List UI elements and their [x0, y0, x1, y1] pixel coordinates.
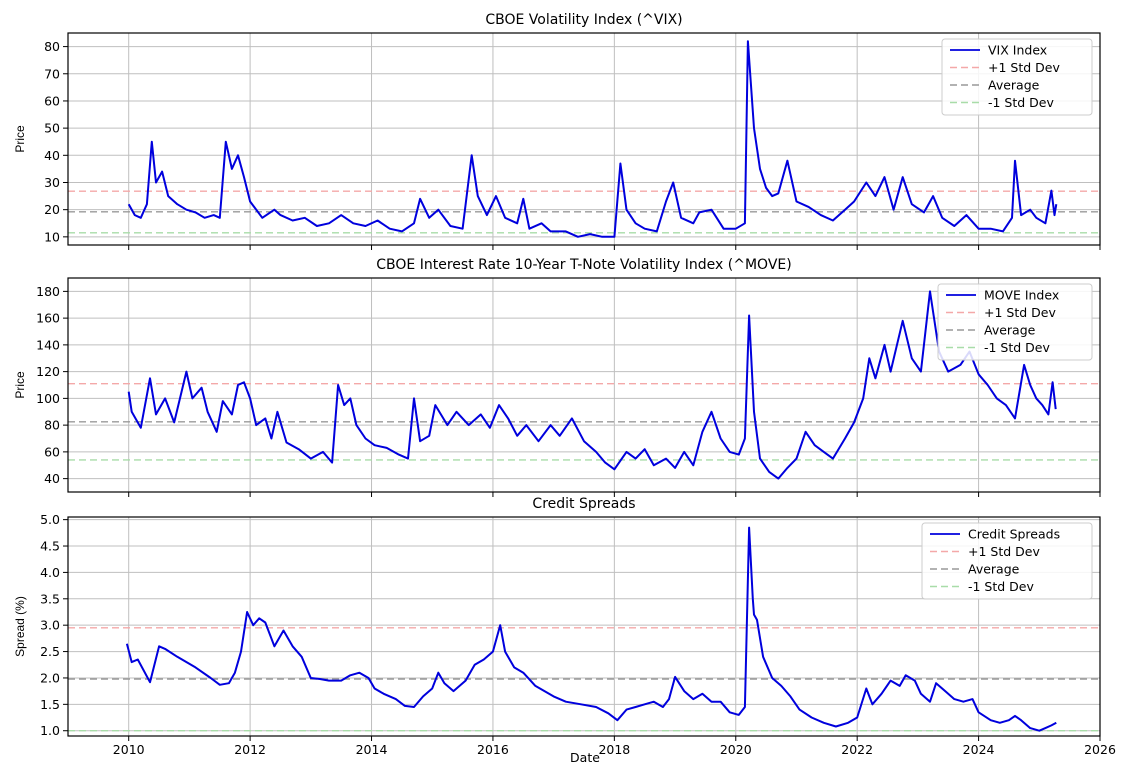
legend-label: -1 Std Dev: [968, 579, 1034, 594]
y-tick-label: 180: [36, 284, 60, 299]
y-tick-label: 3.0: [40, 618, 60, 633]
x-tick-label: 2012: [234, 742, 266, 757]
legend-label: -1 Std Dev: [984, 340, 1050, 355]
y-tick-label: 120: [36, 364, 60, 379]
chart-panel-1: 10 20 30 40 50 60 70 80 CBOE Volatility Index (^…: [13, 12, 1101, 250]
y-tick-label: 50: [44, 121, 60, 136]
legend: Credit Spreads +1 Std Dev Average -1 Std De…: [921, 522, 1093, 600]
legend-label: VIX Index: [988, 43, 1047, 58]
y-tick-label: 1.0: [40, 723, 60, 738]
chart-panel-3: 2010 2012 2014 2016 2018 2020 2022 2024 2026 1.0 1…: [13, 496, 1116, 757]
x-tick-label: 2024: [963, 742, 995, 757]
legend-label: +1 Std Dev: [968, 544, 1040, 559]
y-tick-label: 1.5: [40, 697, 60, 712]
legend-label: Average: [984, 323, 1036, 338]
y-tick-label: 160: [36, 311, 60, 326]
y-tick-label: 2.5: [40, 644, 60, 659]
y-axis-label: Price: [13, 125, 27, 153]
panels: 10 20 30 40 50 60 70 80 CBOE Volatility Index (^…: [13, 12, 1116, 757]
y-tick-label: 70: [44, 66, 60, 81]
legend-label: -1 Std Dev: [988, 95, 1054, 110]
y-tick-label: 80: [44, 39, 60, 54]
x-tick-label: 2014: [356, 742, 388, 757]
plot-frame: [67, 516, 1101, 737]
y-tick-label: 40: [44, 471, 60, 486]
y-axis-label: Spread (%): [13, 596, 27, 657]
chart-panel-2: 40 60 80 100 120 140 160 180 CBOE Interest Rate …: [13, 257, 1101, 497]
chart-title: CBOE Volatility Index (^VIX): [485, 12, 682, 28]
legend-label: Average: [968, 562, 1020, 577]
y-tick-label: 3.5: [40, 591, 60, 606]
chart-title: Credit Spreads: [532, 496, 635, 512]
data-series-line: [127, 40, 1058, 238]
legend-box: [941, 38, 1093, 116]
y-tick-label: 4.5: [40, 539, 60, 554]
data-series-line: [125, 526, 1057, 732]
y-tick-label: 5.0: [40, 512, 60, 527]
y-tick-label: 2.0: [40, 670, 60, 685]
y-tick-label: 4.0: [40, 565, 60, 580]
y-tick-label: 20: [44, 202, 60, 217]
y-tick-label: 100: [36, 391, 60, 406]
x-tick-label: 2010: [113, 742, 145, 757]
y-tick-label: 40: [44, 148, 60, 163]
legend-label: MOVE Index: [984, 288, 1059, 303]
y-tick-label: 60: [44, 93, 60, 108]
plot-frame: [67, 277, 1101, 493]
x-tick-label: 2016: [477, 742, 509, 757]
y-tick-label: 80: [44, 418, 60, 433]
legend-label: Credit Spreads: [968, 527, 1060, 542]
data-series-line: [127, 290, 1057, 480]
legend-label: +1 Std Dev: [984, 305, 1056, 320]
legend: MOVE Index +1 Std Dev Average -1 Std Dev: [937, 283, 1093, 361]
y-tick-label: 140: [36, 337, 60, 352]
y-tick-label: 10: [44, 229, 60, 244]
legend: VIX Index +1 Std Dev Average -1 Std Dev: [941, 38, 1093, 116]
chart-title: CBOE Interest Rate 10-Year T-Note Volati…: [376, 257, 791, 273]
x-tick-label: 2018: [598, 742, 630, 757]
y-tick-label: 30: [44, 175, 60, 190]
plot-frame: [67, 32, 1101, 246]
legend-label: +1 Std Dev: [988, 60, 1060, 75]
x-tick-label: 2020: [720, 742, 752, 757]
y-axis-label: Price: [13, 371, 27, 399]
legend-label: Average: [988, 78, 1040, 93]
y-tick-label: 60: [44, 444, 60, 459]
x-axis-label: Date: [570, 750, 600, 765]
legend-box: [921, 522, 1093, 600]
x-tick-label: 2026: [1084, 742, 1116, 757]
x-tick-label: 2022: [841, 742, 873, 757]
legend-box: [937, 283, 1093, 361]
